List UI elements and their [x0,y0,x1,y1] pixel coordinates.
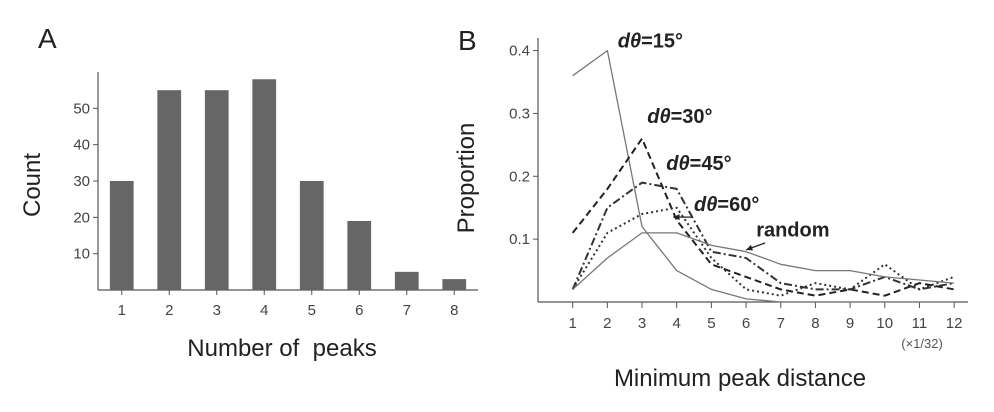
x-tick-label: 7 [777,315,785,332]
x-tick-label: 2 [603,315,611,332]
y-tick-label: 0.1 [509,231,530,248]
panel-b-y-axis-title: Proportion [453,123,480,234]
y-tick-label: 0.3 [509,105,530,122]
bar-7 [394,271,419,290]
bar-3 [204,90,229,291]
series-label-2: dθ=45° [666,153,731,175]
series-label-arrow-4 [745,242,766,251]
x-tick-label: 3 [213,302,221,319]
panel-a-y-ticks: 10 20 30 40 50 [73,100,98,263]
panel-a-bars [109,79,467,291]
panel-a-x-axis-title: Number of peaks [187,335,376,362]
panel-a: A 10 20 30 40 50 1 2 3 4 5 6 7 8 Count Number of pe… [19,23,478,362]
panel-a-x-ticks: 1 2 3 4 5 6 7 8 [118,290,458,319]
panel-b-annotations: dθ=15° dθ=30° dθ=45° dθ=60° random [618,30,830,251]
panel-b-x-ticks: 1 2 3 4 5 6 7 8 9 10 11 12 [569,302,963,332]
x-tick-label: 1 [118,302,126,319]
bar-8 [442,279,467,290]
series-label-0: dθ=15° [618,30,683,52]
x-tick-label: 4 [673,315,681,332]
y-tick-label: 20 [73,209,90,226]
y-tick-label: 0.4 [509,43,530,60]
panel-b-letter: B [458,25,477,56]
panel-a-letter: A [38,23,57,54]
x-tick-label: 5 [308,302,316,319]
panel-b-x-unit-note: (×1/32) [901,336,943,351]
panel-b-y-ticks: 0.1 0.2 0.3 0.4 [509,43,538,248]
series-line-4 [572,232,955,290]
panel-b-x-axis-title: Minimum peak distance [614,365,866,392]
x-tick-label: 7 [403,302,411,319]
x-tick-label: 6 [742,315,750,332]
panel-b-series-lines [571,49,955,303]
x-tick-label: 12 [946,315,963,332]
series-line-0 [572,49,955,303]
bar-5 [299,181,324,290]
series-line-2 [571,181,955,291]
x-tick-label: 3 [638,315,646,332]
y-tick-label: 40 [73,137,90,154]
x-tick-label: 4 [260,302,268,319]
bar-4 [252,79,277,291]
y-tick-label: 50 [73,100,90,117]
x-tick-label: 5 [707,315,715,332]
bar-6 [347,220,372,290]
x-tick-label: 11 [912,315,928,332]
x-tick-label: 10 [876,315,893,332]
series-label-1: dθ=30° [647,106,712,128]
x-tick-label: 8 [811,315,819,332]
y-tick-label: 10 [73,246,90,263]
bar-1 [109,181,134,290]
panel-b: B 0.10.20.30.4 1 2 3 4 5 6 7 8 9 10 11 12 dθ=15°dθ=… [453,25,968,392]
series-label-arrow-3 [673,214,693,221]
panel-a-y-axis-title: Count [19,153,46,217]
x-tick-label: 2 [165,302,173,319]
series-label-4: random [756,219,829,241]
x-tick-label: 9 [846,315,854,332]
x-tick-label: 8 [450,302,458,319]
y-tick-label: 0.2 [509,168,530,185]
series-line-3 [571,206,955,297]
series-label-3: dθ=60° [694,194,759,216]
y-tick-label: 30 [73,173,90,190]
x-tick-label: 6 [355,302,363,319]
bar-2 [157,90,182,291]
x-tick-label: 1 [569,315,577,332]
